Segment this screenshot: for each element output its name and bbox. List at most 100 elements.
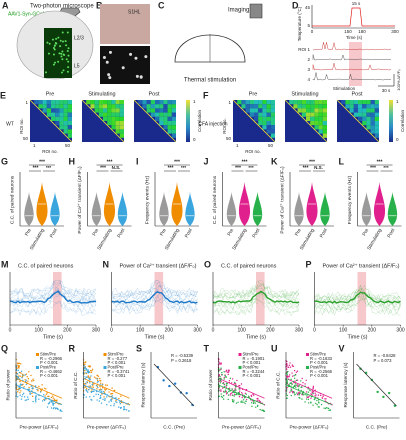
matrix-cell xyxy=(63,100,68,105)
violin xyxy=(117,192,128,226)
point xyxy=(21,377,23,379)
point xyxy=(289,382,291,385)
matrix-cell xyxy=(94,108,99,113)
label: Power of Ca²⁺ transient (ΔF/F₀) xyxy=(279,166,285,234)
matrix-cell xyxy=(258,100,263,105)
point xyxy=(301,377,303,380)
matrix-cell xyxy=(51,104,56,109)
point xyxy=(294,374,297,376)
point xyxy=(301,398,303,400)
matrix-cell xyxy=(55,116,60,121)
matrix-cell xyxy=(171,121,176,126)
label: Time (s) xyxy=(43,334,63,340)
label: *** xyxy=(39,159,45,165)
stat: R = -0.5339 xyxy=(171,353,194,358)
matrix-cell xyxy=(254,104,259,109)
matrix-cell xyxy=(167,129,172,134)
label: N.S. xyxy=(112,165,121,170)
point xyxy=(52,404,54,406)
point xyxy=(31,380,33,382)
trace xyxy=(81,99,125,143)
point xyxy=(43,393,45,396)
matrix-cell xyxy=(142,104,147,109)
label: Post xyxy=(251,227,261,239)
panel-letter: I xyxy=(136,156,139,166)
trace xyxy=(212,291,300,310)
point xyxy=(227,398,229,401)
point xyxy=(106,384,108,386)
violin xyxy=(361,192,372,226)
label: 100 xyxy=(237,327,246,333)
point xyxy=(304,385,306,387)
matrix-cell xyxy=(249,100,254,105)
label: C.C. of paired neurons xyxy=(9,175,15,224)
matrix-cell xyxy=(119,129,124,134)
cell xyxy=(67,47,70,50)
point xyxy=(60,410,62,412)
point xyxy=(220,367,222,369)
matrix-cell xyxy=(249,108,254,113)
label: Pre-power (ΔF/F₀) xyxy=(87,424,126,430)
point xyxy=(33,379,35,382)
trace xyxy=(111,285,198,302)
point xyxy=(27,377,30,380)
point xyxy=(287,366,289,368)
point xyxy=(245,398,248,401)
cell xyxy=(55,37,58,40)
point xyxy=(84,366,86,368)
point xyxy=(89,396,91,398)
matrix-cell xyxy=(314,104,319,109)
panel-letter: H xyxy=(69,156,76,166)
legend-swatch xyxy=(306,366,309,369)
point xyxy=(95,377,97,379)
point xyxy=(90,375,92,377)
point xyxy=(124,408,126,411)
cell xyxy=(46,41,49,44)
point xyxy=(317,406,319,408)
trace xyxy=(336,99,380,143)
matrix-cell xyxy=(318,129,323,134)
matrix-cell xyxy=(167,116,172,121)
point xyxy=(244,402,246,405)
cell xyxy=(60,52,63,55)
trace xyxy=(212,288,300,301)
cell xyxy=(67,60,70,63)
point xyxy=(17,364,19,366)
point xyxy=(220,363,222,365)
matrix-cell xyxy=(146,104,151,109)
matrix-cell xyxy=(374,129,379,134)
matrix-cell xyxy=(167,121,172,126)
cell xyxy=(53,61,56,64)
matrix-cell xyxy=(163,121,168,126)
matrix-cell xyxy=(370,112,375,117)
point xyxy=(235,389,237,391)
point xyxy=(89,366,91,368)
matrix-cell xyxy=(107,104,112,109)
point xyxy=(296,392,298,394)
matrix-cell xyxy=(293,100,298,105)
matrix-cell xyxy=(107,112,112,117)
point xyxy=(240,401,242,403)
trace xyxy=(83,378,130,399)
point xyxy=(238,384,241,387)
legend-label: Post/Pre xyxy=(108,365,125,370)
matrix-cell xyxy=(111,104,116,109)
point xyxy=(231,382,233,384)
point xyxy=(99,394,102,397)
label: Pre xyxy=(226,227,235,237)
point xyxy=(92,386,94,389)
cell xyxy=(108,76,112,80)
matrix-cell xyxy=(111,116,116,121)
matrix-cell xyxy=(245,104,250,109)
matrix-cell xyxy=(245,100,250,105)
matrix-cell xyxy=(86,100,91,105)
point xyxy=(300,380,302,382)
matrix-cell xyxy=(155,112,160,117)
point xyxy=(51,401,54,403)
matrix-cell xyxy=(349,100,354,105)
matrix-cell xyxy=(98,100,103,105)
label: 0 xyxy=(313,327,316,333)
matrix-cell xyxy=(301,104,306,109)
stim-band xyxy=(154,272,164,325)
trace xyxy=(9,301,97,316)
